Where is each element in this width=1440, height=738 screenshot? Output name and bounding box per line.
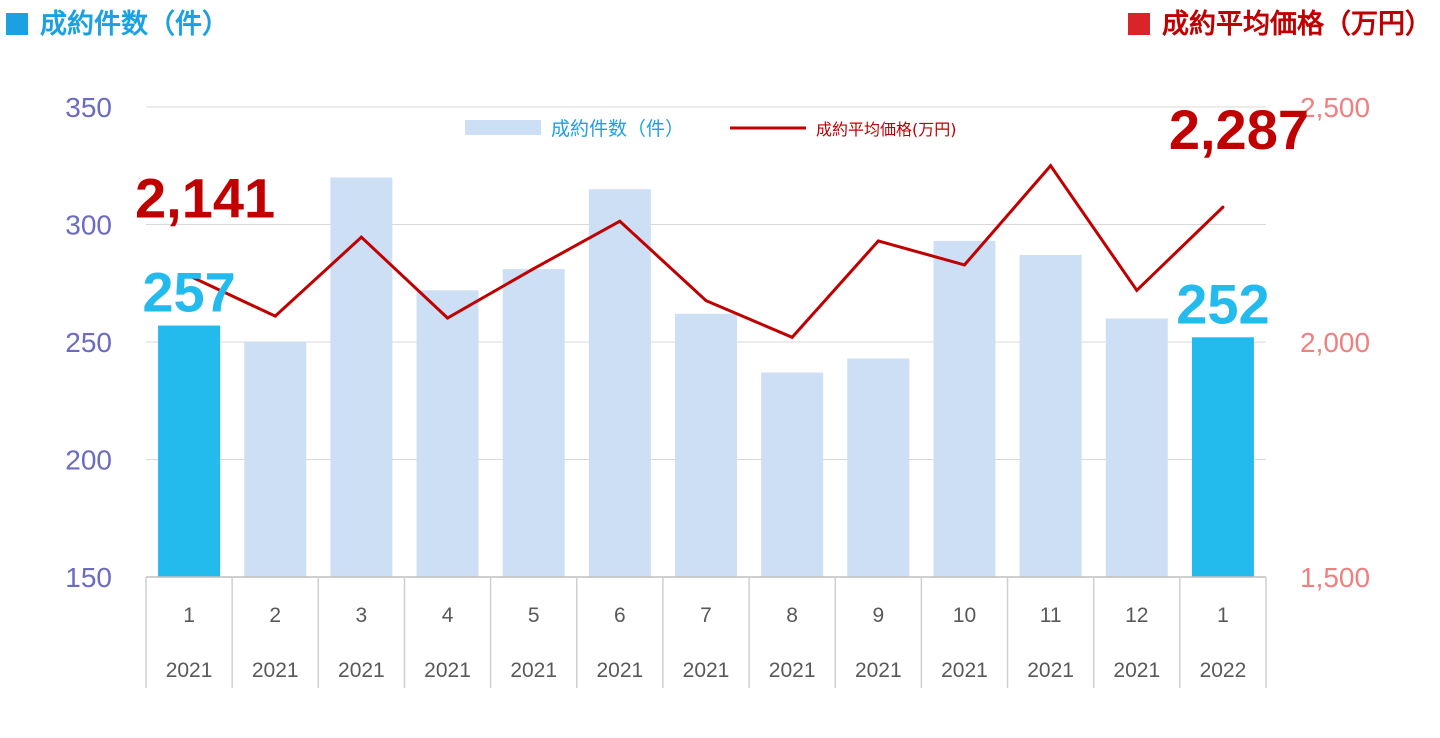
x-tick-month: 8 (786, 604, 798, 627)
left-axis-tick-label: 150 (65, 562, 112, 593)
price-point (1221, 205, 1225, 209)
bar-value-label: 257 (142, 261, 235, 324)
price-value-label: 2,141 (135, 167, 275, 230)
bar (244, 342, 307, 577)
x-tick-year: 2021 (769, 659, 816, 682)
legend-line-label: 成約平均価格(万円) (816, 120, 957, 139)
x-tick-year: 2021 (424, 659, 471, 682)
x-tick-month: 3 (356, 604, 368, 627)
legend-bar-label: 成約件数（件） (551, 118, 684, 140)
left-header-square-icon (6, 13, 28, 35)
x-tick-year: 2021 (338, 659, 385, 682)
price-point (1049, 164, 1053, 168)
right-axis-tick-label: 2,500 (1300, 92, 1370, 123)
bar-value-label: 252 (1176, 272, 1269, 335)
price-point (532, 267, 536, 271)
bar (675, 313, 737, 577)
price-point (962, 263, 966, 267)
price-point (704, 299, 708, 303)
price-point (446, 316, 450, 320)
legend-bar-swatch (465, 120, 541, 135)
bar (416, 290, 479, 577)
left-header-label: 成約件数（件） (40, 9, 229, 40)
bar (847, 358, 910, 577)
left-axis-tick-label: 250 (65, 327, 112, 358)
x-tick-year: 2021 (252, 659, 299, 682)
price-point (1135, 288, 1139, 292)
x-tick-year: 2021 (855, 659, 902, 682)
price-value-label: 2,287 (1169, 98, 1309, 161)
x-tick-month: 9 (872, 604, 884, 627)
bar (933, 240, 996, 577)
price-point (876, 239, 880, 243)
x-tick-month: 2 (269, 604, 281, 627)
right-axis-header: 成約平均価格（万円） (1128, 2, 1432, 41)
x-tick-month: 1 (183, 604, 195, 627)
price-point (187, 274, 191, 278)
x-tick-month: 1 (1217, 604, 1229, 627)
right-header-label: 成約平均価格（万円） (1162, 9, 1432, 40)
price-point (359, 235, 363, 239)
x-tick-month: 12 (1125, 604, 1148, 627)
x-tick-month: 7 (700, 604, 712, 627)
bar (502, 269, 565, 577)
x-tick-month: 10 (953, 604, 976, 627)
price-point (273, 314, 277, 318)
bar (1105, 318, 1168, 577)
bar (330, 177, 393, 577)
x-tick-month: 11 (1040, 604, 1062, 627)
bar (1019, 255, 1082, 578)
price-point (790, 335, 794, 339)
x-tick-month: 6 (614, 604, 626, 627)
x-tick-year: 2022 (1200, 659, 1247, 682)
bar (1191, 337, 1254, 577)
left-axis-header: 成約件数（件） (6, 2, 229, 41)
left-axis-tick-label: 300 (65, 210, 112, 241)
left-axis-tick-label: 200 (65, 445, 112, 476)
x-tick-year: 2021 (596, 659, 643, 682)
x-tick-year: 2021 (683, 659, 730, 682)
right-axis-tick-label: 2,000 (1300, 327, 1370, 358)
x-tick-year: 2021 (1113, 659, 1160, 682)
bar (761, 372, 824, 577)
x-tick-month: 5 (528, 604, 540, 627)
x-tick-year: 2021 (941, 659, 988, 682)
bar (588, 189, 651, 577)
x-tick-year: 2021 (510, 659, 557, 682)
x-tick-year: 2021 (1027, 659, 1074, 682)
x-tick-month: 4 (442, 604, 454, 627)
right-axis-tick-label: 1,500 (1300, 562, 1370, 593)
left-axis-tick-label: 350 (65, 92, 112, 123)
bar (158, 325, 221, 577)
x-tick-year: 2021 (166, 659, 213, 682)
price-point (618, 219, 622, 223)
right-header-square-icon (1128, 13, 1150, 35)
